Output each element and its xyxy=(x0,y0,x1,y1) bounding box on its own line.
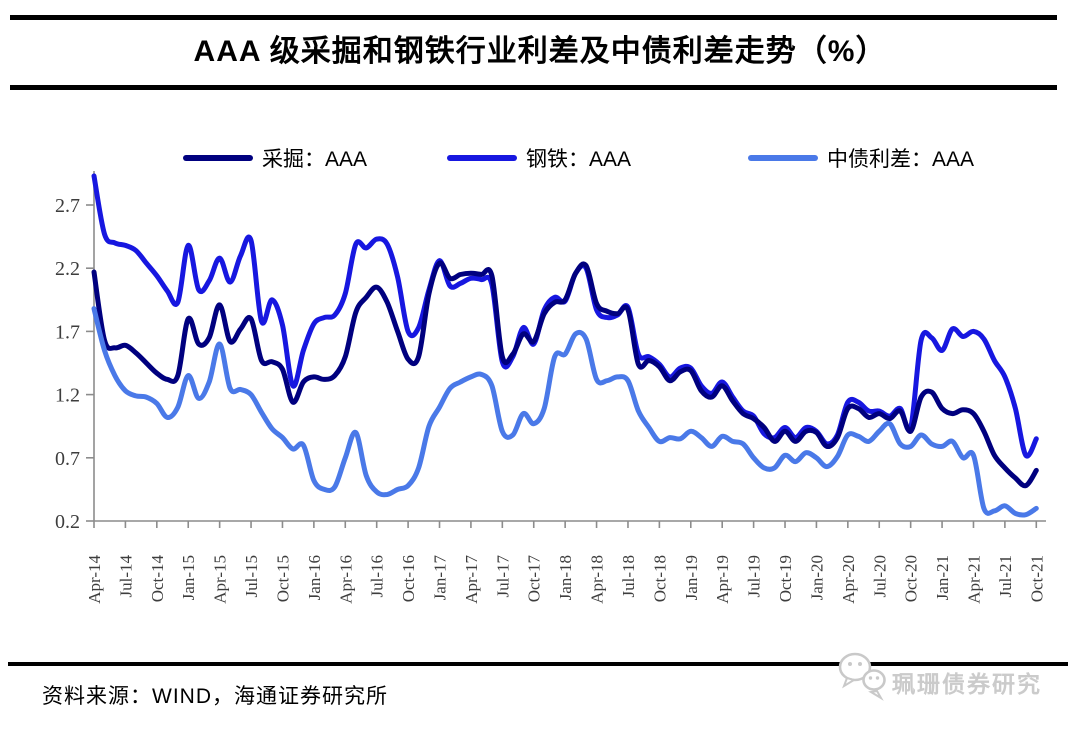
legend-swatch-steel xyxy=(447,155,517,161)
svg-text:Jan-21: Jan-21 xyxy=(933,555,952,600)
svg-text:Jan-19: Jan-19 xyxy=(682,555,701,600)
svg-text:0.2: 0.2 xyxy=(55,511,80,533)
watermark-text: 珮珊债券研究 xyxy=(892,671,1042,697)
series-line-0 xyxy=(91,260,1039,489)
svg-text:Apr-16: Apr-16 xyxy=(336,555,355,604)
svg-text:Apr-19: Apr-19 xyxy=(713,555,732,604)
svg-text:Oct-14: Oct-14 xyxy=(148,555,167,603)
svg-text:Jan-18: Jan-18 xyxy=(556,555,575,600)
svg-text:Oct-17: Oct-17 xyxy=(525,555,544,603)
footer-rule xyxy=(8,662,1068,666)
legend-item-chinabond: 中债利差：AAA xyxy=(748,146,975,171)
svg-text:Jul-21: Jul-21 xyxy=(996,555,1015,598)
svg-text:Jul-20: Jul-20 xyxy=(870,555,889,598)
page-title: AAA 级采掘和钢铁行业利差及中债利差走势（%） xyxy=(193,35,887,68)
svg-text:Jul-16: Jul-16 xyxy=(368,555,387,598)
svg-text:Apr-21: Apr-21 xyxy=(964,555,983,604)
svg-text:Apr-18: Apr-18 xyxy=(588,555,607,604)
svg-text:Oct-20: Oct-20 xyxy=(902,555,921,602)
svg-text:Oct-21: Oct-21 xyxy=(1027,555,1046,602)
svg-text:Apr-17: Apr-17 xyxy=(462,555,481,604)
legend-item-steel: 钢铁：AAA xyxy=(447,146,632,171)
svg-text:Jul-14: Jul-14 xyxy=(116,555,135,598)
svg-text:2.7: 2.7 xyxy=(55,195,80,217)
svg-text:Jan-15: Jan-15 xyxy=(179,555,198,600)
source-note: 资料来源：WIND，海通证券研究所 xyxy=(42,685,388,708)
svg-text:Oct-18: Oct-18 xyxy=(650,555,669,602)
svg-text:Jul-18: Jul-18 xyxy=(619,555,638,598)
svg-text:Jan-20: Jan-20 xyxy=(807,555,826,600)
title-rule-top xyxy=(10,15,1057,20)
svg-text:Oct-19: Oct-19 xyxy=(776,555,795,602)
spread-line-chart: 0.2 0.7 1.2 1.7 2.2 2.7 Apr-14 Jul-14 Oct-14 Jan-… xyxy=(55,171,1046,604)
series-line-2 xyxy=(91,306,1039,518)
svg-text:0.7: 0.7 xyxy=(55,448,80,470)
legend-label-chinabond: 中债利差：AAA xyxy=(827,148,975,171)
legend-label-mining: 采掘：AAA xyxy=(262,148,368,171)
svg-text:1.7: 1.7 xyxy=(55,321,80,343)
svg-text:Apr-15: Apr-15 xyxy=(211,555,230,604)
svg-text:2.2: 2.2 xyxy=(55,258,80,280)
svg-text:Jul-15: Jul-15 xyxy=(242,555,261,598)
watermark: 珮珊债券研究 xyxy=(836,648,1042,702)
svg-text:Oct-15: Oct-15 xyxy=(273,555,292,602)
legend-item-mining: 采掘：AAA xyxy=(183,146,368,171)
svg-text:Apr-14: Apr-14 xyxy=(85,555,104,604)
svg-text:Oct-16: Oct-16 xyxy=(399,555,418,602)
wechat-icon xyxy=(838,652,886,701)
svg-text:Jan-16: Jan-16 xyxy=(305,555,324,600)
svg-text:1.2: 1.2 xyxy=(55,385,80,407)
svg-text:Jul-17: Jul-17 xyxy=(493,555,512,598)
legend-swatch-chinabond xyxy=(748,155,818,161)
legend-label-steel: 钢铁：AAA xyxy=(526,148,632,171)
svg-text:Jul-19: Jul-19 xyxy=(745,555,764,598)
title-rule-bottom xyxy=(10,85,1057,90)
svg-text:Apr-20: Apr-20 xyxy=(839,555,858,604)
legend-swatch-mining xyxy=(183,155,253,161)
svg-text:Jan-17: Jan-17 xyxy=(431,555,450,601)
